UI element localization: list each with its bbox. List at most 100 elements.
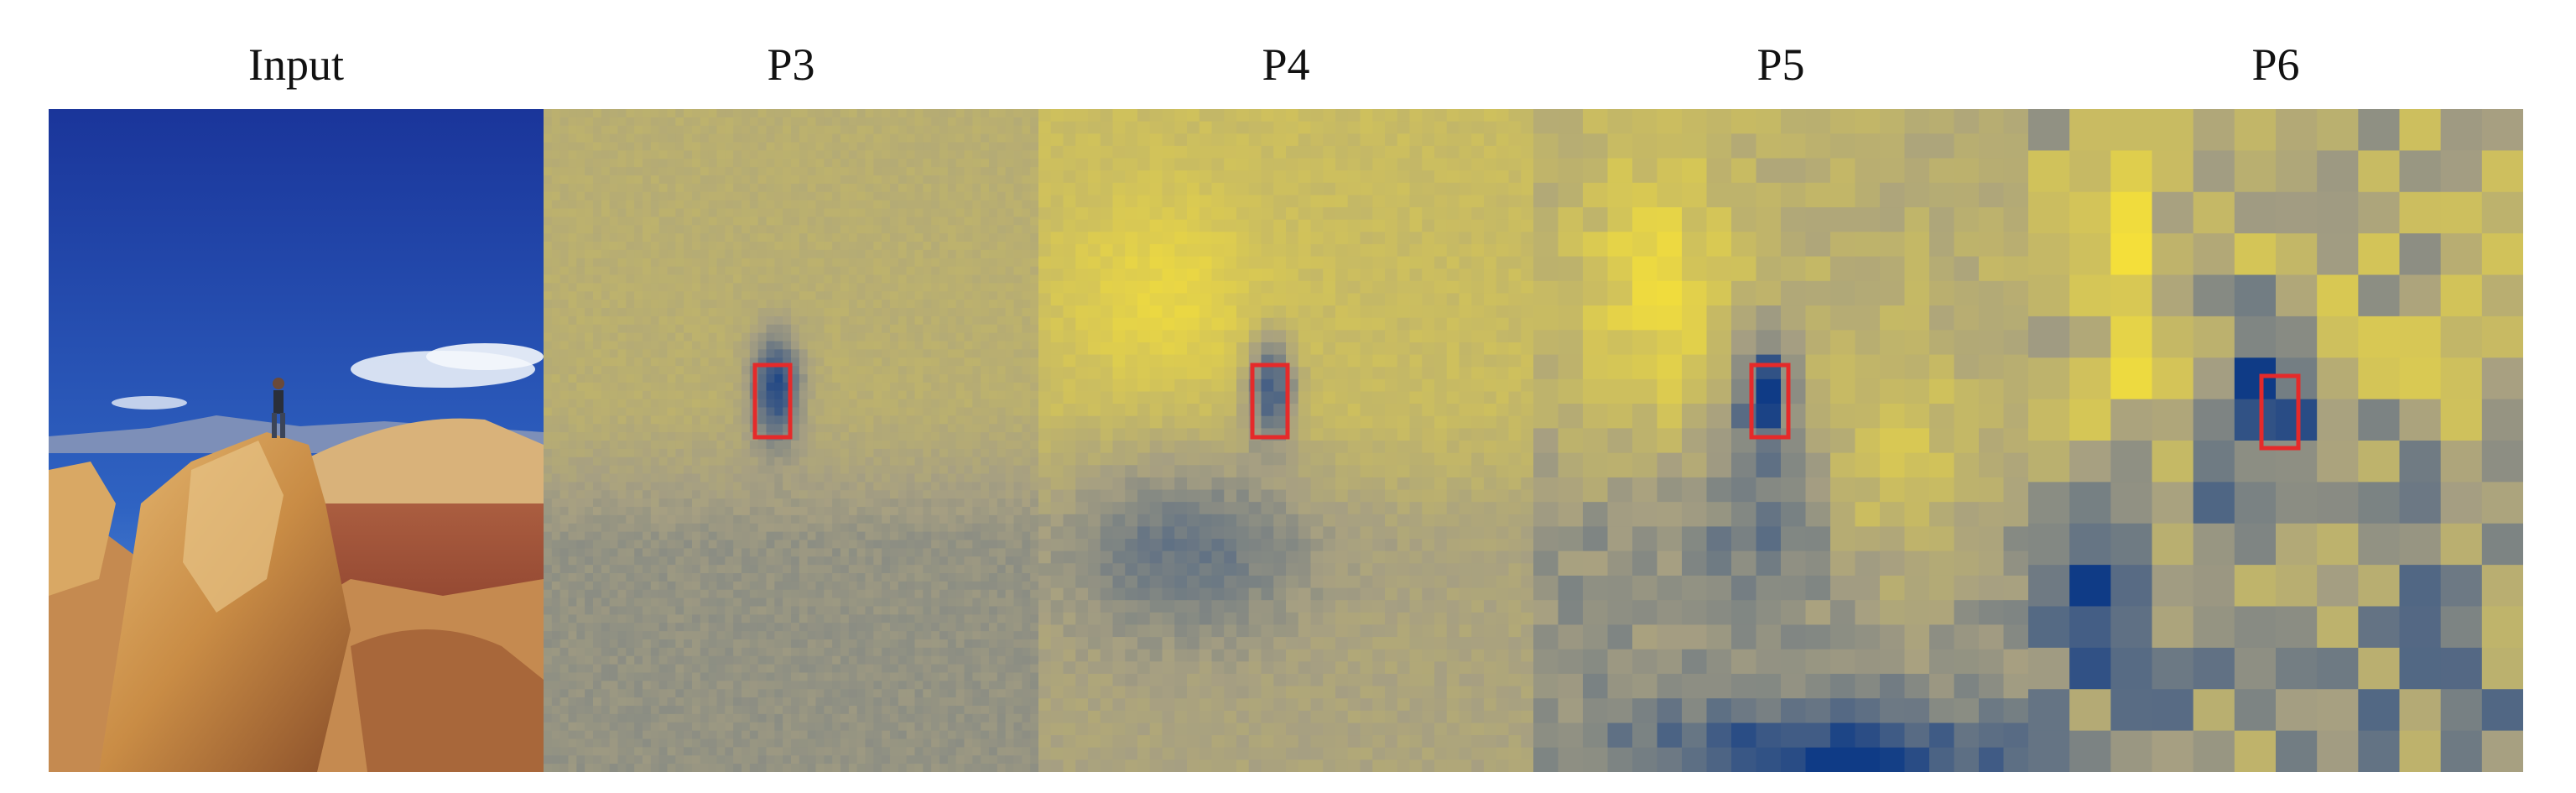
p3-cell xyxy=(824,125,833,135)
p3-cell xyxy=(923,175,932,185)
p3-cell xyxy=(848,681,858,690)
p4-cell xyxy=(1063,158,1076,171)
p3-cell xyxy=(551,514,561,524)
p3-cell xyxy=(601,316,611,326)
p3-cell xyxy=(882,349,891,358)
p3-cell xyxy=(783,681,792,690)
p3-cell xyxy=(873,664,882,674)
p3-cell xyxy=(568,266,577,276)
p3-cell xyxy=(601,399,611,409)
p3-cell xyxy=(824,382,833,392)
p3-cell xyxy=(931,589,940,599)
p3-cell xyxy=(898,556,908,566)
p3-cell xyxy=(783,614,792,623)
p3-cell xyxy=(568,242,577,251)
p3-cell xyxy=(774,631,783,640)
p3-cell xyxy=(923,655,932,665)
p3-cell xyxy=(931,374,940,383)
p3-cell xyxy=(890,498,899,508)
p3-cell xyxy=(807,672,817,681)
p3-cell xyxy=(873,291,882,300)
p3-cell xyxy=(626,606,635,615)
p3-cell xyxy=(791,706,800,715)
p3-cell xyxy=(939,514,949,524)
p3-cell xyxy=(824,441,833,450)
p3-cell xyxy=(708,681,718,690)
p3-cell xyxy=(650,133,660,143)
p3-cell xyxy=(643,274,652,284)
p3-cell xyxy=(658,175,669,185)
p3-cell xyxy=(1030,266,1038,276)
p3-cell xyxy=(643,283,652,292)
p3-cell xyxy=(840,159,850,168)
p3-cell xyxy=(650,432,660,441)
p3-cell xyxy=(700,109,710,118)
p3-cell xyxy=(617,597,627,608)
p3-cell xyxy=(914,764,924,772)
p3-cell xyxy=(609,300,619,309)
p4-cell xyxy=(1409,121,1423,134)
p3-cell xyxy=(568,415,577,425)
p3-cell xyxy=(774,764,783,772)
p3-cell xyxy=(634,316,643,326)
p3-cell xyxy=(585,357,594,367)
p3-cell xyxy=(1005,755,1015,764)
p3-cell xyxy=(593,664,602,674)
p4-cell xyxy=(1038,121,1052,134)
p3-cell xyxy=(634,167,643,176)
p3-cell xyxy=(807,722,817,732)
p3-cell xyxy=(873,706,882,715)
p3-cell xyxy=(626,747,635,756)
p3-cell xyxy=(658,183,669,193)
p3-cell xyxy=(559,374,570,383)
p3-cell xyxy=(840,606,850,615)
p3-cell xyxy=(914,565,924,574)
p3-cell xyxy=(576,514,585,524)
p3-cell xyxy=(856,456,866,467)
p3-cell xyxy=(832,597,841,608)
p3-cell xyxy=(906,456,916,467)
p3-cell xyxy=(643,747,652,756)
p3-cell xyxy=(783,332,792,342)
p3-cell xyxy=(757,730,768,740)
p3-cell xyxy=(972,573,981,582)
p3-cell xyxy=(576,764,585,772)
p3-cell xyxy=(791,647,800,657)
p3-cell xyxy=(626,208,635,217)
p3-cell xyxy=(733,473,742,483)
p3-cell xyxy=(799,159,809,168)
p3-cell xyxy=(716,507,726,516)
p3-cell xyxy=(791,249,800,259)
title-input: Input xyxy=(248,39,344,90)
p3-cell xyxy=(997,672,1007,681)
p3-cell xyxy=(650,523,660,533)
p3-cell xyxy=(544,473,553,483)
p3-cell xyxy=(923,324,932,334)
p3-cell xyxy=(807,540,817,549)
p3-cell xyxy=(634,150,643,159)
p3-heatmap xyxy=(544,109,1038,772)
p3-cell xyxy=(766,390,775,400)
p3-cell xyxy=(815,614,825,623)
p3-cell xyxy=(585,191,594,201)
p3-cell xyxy=(675,283,684,292)
p3-cell xyxy=(914,456,924,467)
p3-cell xyxy=(840,274,850,284)
p3-cell xyxy=(898,142,908,151)
p4-cell xyxy=(1385,109,1398,123)
p3-cell xyxy=(840,747,850,756)
p3-cell xyxy=(856,556,866,566)
p3-cell xyxy=(634,390,643,400)
p3-cell xyxy=(551,747,561,756)
p3-cell xyxy=(947,664,957,674)
p3-cell xyxy=(1005,498,1015,508)
p3-cell xyxy=(1013,581,1023,591)
p3-cell xyxy=(799,647,809,657)
p3-cell xyxy=(766,647,775,657)
p3-cell xyxy=(931,456,940,467)
p3-cell xyxy=(667,208,676,217)
p3-cell xyxy=(643,482,652,491)
p3-cell xyxy=(832,349,841,358)
p3-cell xyxy=(708,308,718,317)
p3-cell xyxy=(667,324,676,334)
